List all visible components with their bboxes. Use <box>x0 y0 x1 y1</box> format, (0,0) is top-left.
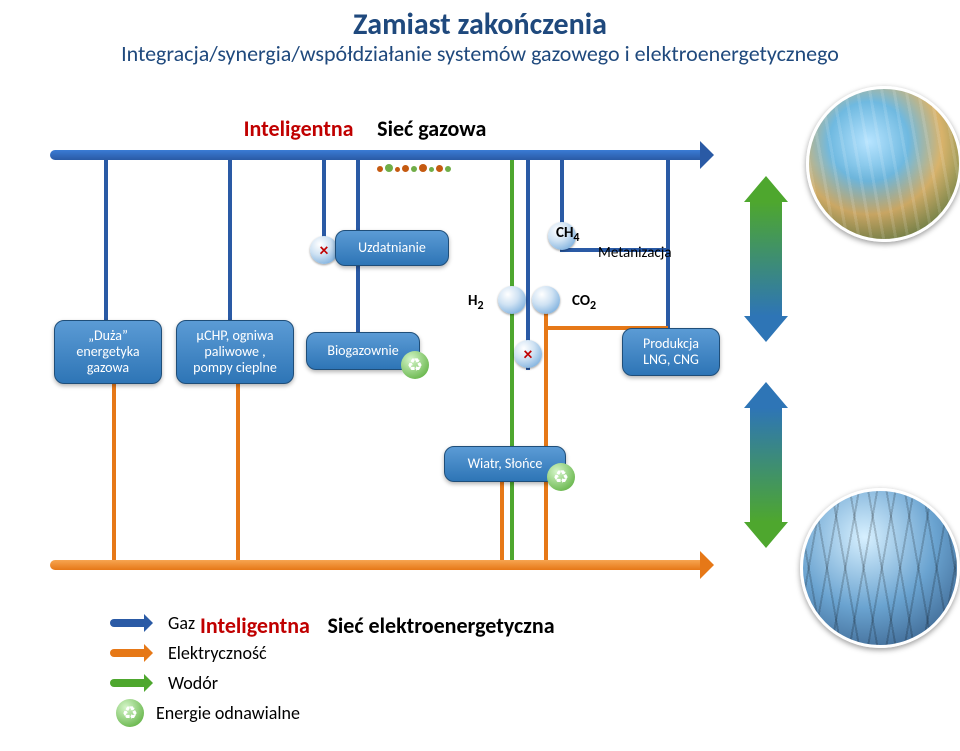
co2-node-icon <box>532 286 560 314</box>
connector <box>228 160 232 320</box>
uzdatnianie-node: Uzdatnianie <box>335 230 449 266</box>
recycle-icon <box>116 699 144 727</box>
connector <box>104 160 108 320</box>
production-node: ProdukcjaLNG, CNG <box>622 328 720 376</box>
legend-item: Gaz <box>110 608 300 638</box>
connector <box>500 480 504 560</box>
gas-plant-photo <box>806 86 960 242</box>
exchange-arrow-bottom <box>744 382 788 548</box>
exchange-arrow-top <box>744 176 788 342</box>
connector <box>526 160 530 370</box>
recycle-icon <box>547 463 575 491</box>
elec-bus <box>50 560 710 570</box>
co2-label: CO2 <box>572 292 596 313</box>
legend-item: Wodór <box>110 668 300 698</box>
power-pylon-photo <box>800 488 960 648</box>
h2-label: H2 <box>468 292 484 313</box>
ch4-label: CH4 <box>556 224 580 245</box>
connector <box>112 382 116 560</box>
large-energy-node: „Duża”energetykagazowa <box>54 320 162 384</box>
biogas-node: Biogazownie <box>306 332 420 370</box>
mid-valve-icon: × <box>514 340 542 368</box>
connector <box>544 300 548 560</box>
wind-sun-node: Wiatr, Słońce <box>444 446 566 482</box>
legend-item: Energie odnawialne <box>110 698 300 728</box>
uzd-valve-icon: × <box>310 236 338 264</box>
page-title: Zamiast zakończenia <box>0 6 960 43</box>
legend: GazElektrycznośćWodórEnergie odnawialne <box>110 608 300 728</box>
h2-node-icon <box>498 286 526 314</box>
elec-net-label: Sieć elektroenergetyczna <box>328 612 555 639</box>
page-subtitle: Integracja/synergia/współdziałanie syste… <box>0 40 960 67</box>
gas-intel-label: Inteligentna <box>244 115 354 142</box>
connector <box>236 382 240 560</box>
bus-dots <box>376 158 452 177</box>
metanization-label: Metanizacja <box>598 244 672 262</box>
recycle-icon <box>401 351 429 379</box>
connector <box>510 160 514 560</box>
chp-node: µCHP, ogniwapaliwowe ,pompy cieplne <box>176 320 294 384</box>
connector <box>322 160 326 240</box>
gas-net-label: Sieć gazowa <box>377 115 486 142</box>
legend-item: Elektryczność <box>110 638 300 668</box>
